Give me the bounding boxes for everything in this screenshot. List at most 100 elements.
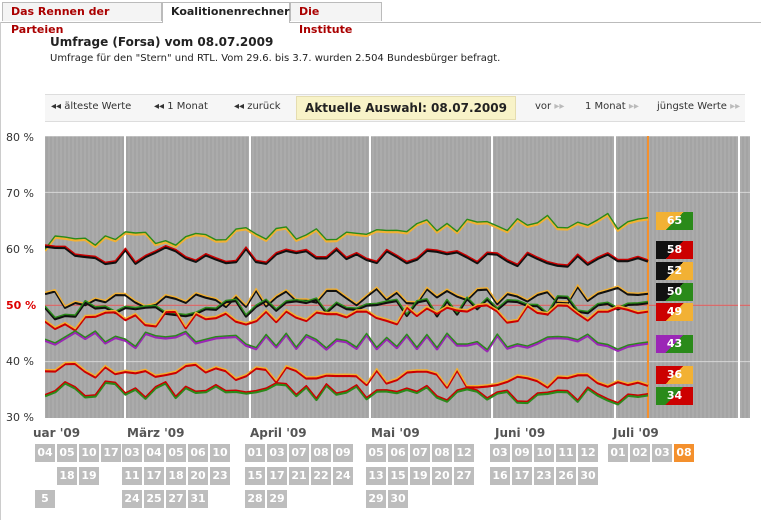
newest-button[interactable]: jüngste Werte ▸▸ — [657, 101, 741, 112]
day-button[interactable]: 08 — [674, 444, 694, 462]
tab-koalitionenrechner[interactable]: Koalitionenrechner — [162, 2, 290, 23]
final-value-badge: 49 — [656, 303, 693, 321]
series-line — [45, 361, 649, 387]
day-button[interactable]: 10 — [79, 444, 99, 462]
day-button[interactable]: 31 — [188, 490, 208, 508]
y-tick-label: 80 % — [6, 131, 34, 144]
date-navigation: ◂◂ älteste Werte ◂◂ 1 Monat ◂◂ zurück Ak… — [45, 94, 745, 122]
day-button[interactable]: 01 — [245, 444, 265, 462]
day-button[interactable]: 10 — [210, 444, 230, 462]
day-button[interactable]: 08 — [432, 444, 452, 462]
final-value-badge: 52 — [656, 262, 693, 280]
double-right-arrow-icon: ▸▸ — [625, 101, 639, 112]
day-button[interactable]: 19 — [410, 467, 430, 485]
forward-month-button[interactable]: 1 Monat ▸▸ — [585, 101, 639, 112]
series-line — [45, 213, 649, 252]
day-button[interactable]: 02 — [630, 444, 650, 462]
double-left-arrow-icon: ◂◂ — [234, 101, 248, 112]
oldest-button[interactable]: ◂◂ älteste Werte — [51, 101, 132, 112]
day-button[interactable]: 01 — [608, 444, 628, 462]
day-button[interactable]: 16 — [490, 467, 510, 485]
day-button[interactable]: 19 — [79, 467, 99, 485]
day-button[interactable]: 17 — [267, 467, 287, 485]
current-selection: Aktuelle Auswahl: 08.07.2009 — [296, 96, 516, 120]
content-panel — [0, 22, 761, 520]
series-line — [45, 362, 649, 389]
day-button[interactable]: 03 — [652, 444, 672, 462]
day-button[interactable]: 07 — [289, 444, 309, 462]
coalition-chart — [45, 136, 750, 418]
day-button[interactable]: 04 — [35, 444, 55, 462]
series-line — [45, 380, 649, 404]
day-button[interactable]: 17 — [101, 444, 121, 462]
day-button[interactable]: 03 — [267, 444, 287, 462]
majority-label: 50 % — [6, 299, 37, 312]
series-line — [45, 381, 649, 406]
double-left-arrow-icon: ◂◂ — [51, 101, 65, 112]
day-button[interactable]: 05 — [366, 444, 386, 462]
day-button[interactable]: 27 — [454, 467, 474, 485]
day-button[interactable]: 29 — [366, 490, 386, 508]
day-button[interactable]: 11 — [556, 444, 576, 462]
day-button[interactable]: 06 — [188, 444, 208, 462]
day-button[interactable]: 21 — [289, 467, 309, 485]
day-button[interactable]: 22 — [311, 467, 331, 485]
day-button[interactable]: 26 — [556, 467, 576, 485]
day-button[interactable]: 30 — [578, 467, 598, 485]
y-tick-label: 40 % — [6, 355, 34, 368]
day-button[interactable]: 29 — [267, 490, 287, 508]
day-button[interactable]: 23 — [534, 467, 554, 485]
day-button[interactable]: 25 — [144, 490, 164, 508]
day-button[interactable]: 06 — [388, 444, 408, 462]
day-button[interactable]: 03 — [490, 444, 510, 462]
final-value-badge: 65 — [656, 212, 693, 230]
final-value-badge: 36 — [656, 366, 693, 384]
tab-die-institute[interactable]: Die Institute — [290, 2, 382, 36]
day-button[interactable]: 04 — [144, 444, 164, 462]
series-line — [45, 331, 649, 353]
back-month-button[interactable]: ◂◂ 1 Monat — [154, 101, 208, 112]
y-tick-label: 60 % — [6, 243, 34, 256]
month-label: Mai '09 — [371, 426, 420, 440]
day-button[interactable]: 20 — [432, 467, 452, 485]
day-button[interactable]: 30 — [388, 490, 408, 508]
day-button[interactable]: 17 — [144, 467, 164, 485]
day-button[interactable]: 18 — [57, 467, 77, 485]
day-button[interactable]: 15 — [245, 467, 265, 485]
back-button[interactable]: ◂◂ zurück — [234, 101, 281, 112]
day-button[interactable]: 05 — [57, 444, 77, 462]
day-button[interactable]: 28 — [245, 490, 265, 508]
tab-das-rennen[interactable]: Das Rennen der Parteien — [2, 2, 162, 36]
series-line — [45, 302, 649, 330]
day-button[interactable]: 24 — [333, 467, 353, 485]
day-button[interactable]: 07 — [410, 444, 430, 462]
day-button[interactable]: 13 — [366, 467, 386, 485]
y-tick-label: 70 % — [6, 187, 34, 200]
day-button[interactable]: 12 — [578, 444, 598, 462]
day-button[interactable]: 18 — [166, 467, 186, 485]
day-button[interactable]: 24 — [122, 490, 142, 508]
day-button[interactable]: 11 — [122, 467, 142, 485]
day-button[interactable]: 05 — [166, 444, 186, 462]
day-button[interactable]: 23 — [210, 467, 230, 485]
day-button[interactable]: 12 — [454, 444, 474, 462]
day-button[interactable]: 03 — [122, 444, 142, 462]
final-value-badge: 50 — [656, 283, 693, 301]
series-line — [45, 303, 649, 332]
day-button[interactable]: 27 — [166, 490, 186, 508]
month-label: März '09 — [127, 426, 185, 440]
final-value-badge: 43 — [656, 335, 693, 353]
day-button[interactable]: 15 — [388, 467, 408, 485]
survey-title: Umfrage (Forsa) vom 08.07.2009 — [50, 35, 274, 49]
day-button[interactable]: 17 — [512, 467, 532, 485]
day-button[interactable]: 5 — [35, 490, 55, 508]
forward-button[interactable]: vor ▸▸ — [535, 101, 565, 112]
day-button[interactable]: 10 — [534, 444, 554, 462]
day-button[interactable]: 20 — [188, 467, 208, 485]
day-button[interactable]: 08 — [311, 444, 331, 462]
day-button[interactable]: 09 — [333, 444, 353, 462]
series-line — [45, 244, 649, 266]
month-label: uar '09 — [33, 426, 81, 440]
day-button[interactable]: 09 — [512, 444, 532, 462]
tab-bar: Das Rennen der Parteien Koalitionenrechn… — [0, 0, 761, 36]
